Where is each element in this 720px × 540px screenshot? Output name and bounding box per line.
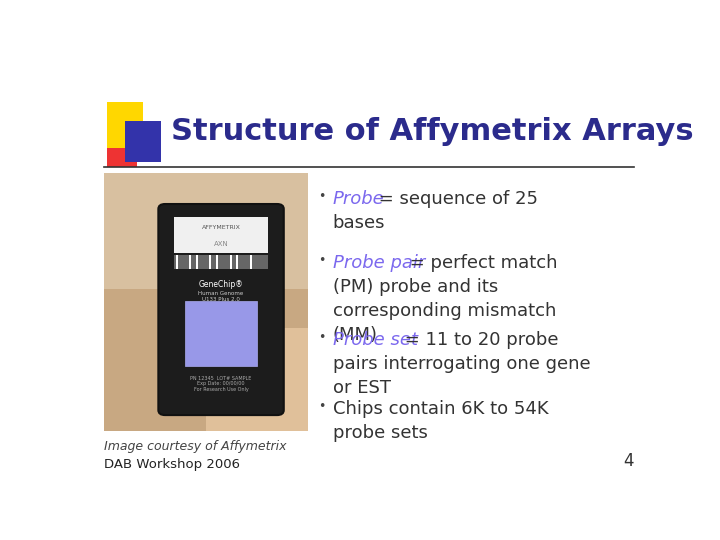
Bar	[107, 102, 143, 148]
Bar	[174, 217, 268, 253]
Text: •: •	[318, 190, 325, 202]
Text: = sequence of 25: = sequence of 25	[373, 190, 538, 207]
Text: DAB Workshop 2006: DAB Workshop 2006	[104, 458, 240, 471]
Bar	[174, 255, 268, 269]
Bar	[236, 255, 238, 269]
Text: Probe set: Probe set	[333, 331, 418, 349]
Text: •: •	[318, 254, 325, 267]
Text: or EST: or EST	[333, 379, 391, 397]
Text: •: •	[318, 400, 325, 413]
Text: Probe: Probe	[333, 190, 384, 207]
Text: 4: 4	[624, 452, 634, 470]
Text: AXN: AXN	[214, 241, 228, 247]
Bar	[216, 255, 218, 269]
Text: Human Genome
U133 Plus 2.0: Human Genome U133 Plus 2.0	[199, 291, 243, 302]
Bar	[230, 255, 232, 269]
Bar	[206, 328, 307, 431]
FancyBboxPatch shape	[158, 204, 284, 415]
Bar	[210, 255, 212, 269]
Bar	[104, 173, 307, 431]
Text: bases: bases	[333, 214, 385, 232]
Text: probe sets: probe sets	[333, 424, 428, 442]
Text: = 11 to 20 probe: = 11 to 20 probe	[399, 331, 558, 349]
Text: (PM) probe and its: (PM) probe and its	[333, 278, 498, 296]
Bar	[176, 255, 178, 269]
Text: Structure of Affymetrix Arrays: Structure of Affymetrix Arrays	[171, 117, 693, 146]
Text: pairs interrogating one gene: pairs interrogating one gene	[333, 355, 590, 373]
Bar	[185, 301, 257, 366]
Bar	[196, 255, 198, 269]
Text: Probe pair: Probe pair	[333, 254, 425, 272]
Text: Image courtesy of Affymetrix: Image courtesy of Affymetrix	[104, 440, 287, 453]
Text: •: •	[318, 331, 325, 344]
Text: PN 12345  LOT# SAMPLE
Exp Date: 00/00/00
For Research Use Only: PN 12345 LOT# SAMPLE Exp Date: 00/00/00 …	[190, 376, 252, 392]
Bar	[250, 255, 252, 269]
Text: GeneChip®: GeneChip®	[199, 280, 243, 289]
Text: corresponding mismatch: corresponding mismatch	[333, 302, 556, 320]
Bar	[125, 121, 161, 161]
Text: Chips contain 6K to 54K: Chips contain 6K to 54K	[333, 400, 549, 417]
Bar	[189, 255, 192, 269]
Text: AFFYMETRIX: AFFYMETRIX	[202, 225, 240, 231]
Bar	[107, 136, 138, 167]
Bar	[104, 173, 307, 289]
Text: (MM): (MM)	[333, 326, 378, 345]
Text: = perfect match: = perfect match	[404, 254, 558, 272]
